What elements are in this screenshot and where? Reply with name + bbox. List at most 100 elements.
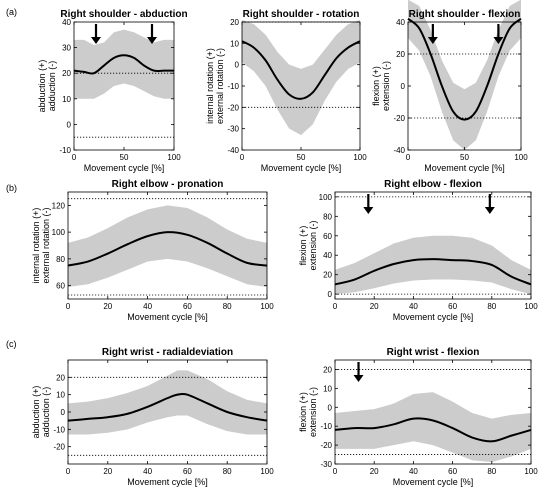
x-tick-label: 60 xyxy=(183,302,192,311)
chart-title: Right elbow - flexion xyxy=(384,179,482,190)
x-tick-label: 50 xyxy=(460,153,469,162)
y-tick-label: 20 xyxy=(56,373,65,382)
y-axis-label-line: abduction (+) xyxy=(37,60,47,113)
y-tick-label: -30 xyxy=(227,125,239,134)
x-tick-label: 60 xyxy=(448,467,457,476)
panel-label: (b) xyxy=(6,183,17,193)
x-tick-label: 0 xyxy=(406,153,411,162)
arrow-head xyxy=(91,37,101,44)
y-tick-label: 60 xyxy=(56,282,65,291)
x-tick-label: 20 xyxy=(103,467,112,476)
sd-band xyxy=(335,235,531,295)
x-tick-label: 100 xyxy=(524,302,538,311)
panel-label: (c) xyxy=(6,339,17,349)
x-tick-label: 40 xyxy=(409,467,418,476)
axes-frame xyxy=(334,191,532,300)
y-tick-label: 0 xyxy=(328,290,333,299)
y-tick-label: -10 xyxy=(320,422,332,431)
y-tick-label: 30 xyxy=(62,44,71,53)
x-tick-label: 60 xyxy=(183,467,192,476)
chart-5: 0 20 40 60 80 100 0 20 40 60 80 100 Right elbow - fl… xyxy=(298,179,538,322)
y-tick-label: 0 xyxy=(401,82,406,91)
x-tick-label: 50 xyxy=(120,153,129,162)
arrow-head xyxy=(147,37,157,44)
y-axis-label-line: extension (-) xyxy=(381,61,391,111)
y-axis-label-line: flexion (+) xyxy=(298,226,308,266)
y-axis-label-line: flexion (+) xyxy=(298,392,308,432)
y-axis-label-line: flexion (+) xyxy=(371,66,381,106)
y-axis-label: flexion (+)extension (-) xyxy=(298,387,318,437)
x-tick-label: 40 xyxy=(409,302,418,311)
x-tick-label: 0 xyxy=(66,302,71,311)
x-tick-label: 0 xyxy=(66,467,71,476)
x-tick-label: 100 xyxy=(260,302,274,311)
mean-line xyxy=(73,54,174,75)
y-tick-label: 80 xyxy=(323,212,332,221)
y-tick-label: 20 xyxy=(230,18,239,27)
y-tick-label: 10 xyxy=(56,391,65,400)
y-axis-label: flexion (+)extension (-) xyxy=(298,220,318,270)
x-tick-label: 40 xyxy=(143,302,152,311)
x-tick-label: 20 xyxy=(103,302,112,311)
y-axis-label-line: extension (-) xyxy=(308,220,318,270)
x-tick-label: 0 xyxy=(333,302,338,311)
x-tick-label: 80 xyxy=(487,302,496,311)
y-tick-label: -30 xyxy=(320,460,332,469)
y-tick-label: -40 xyxy=(393,146,405,155)
x-tick-label: 100 xyxy=(353,153,367,162)
x-axis-label: Movement cycle [%] xyxy=(424,163,505,173)
y-axis-label: abduction (+)adduction (-) xyxy=(37,60,57,113)
mean-line xyxy=(67,231,268,267)
y-tick-label: 20 xyxy=(62,69,71,78)
x-axis-label: Movement cycle [%] xyxy=(393,477,474,487)
x-tick-label: 80 xyxy=(223,467,232,476)
chart-6: 0 20 40 60 80 100 -20 -10 0 10 20 Right wrist - rad… xyxy=(31,347,274,487)
y-tick-label: 40 xyxy=(396,18,405,27)
axes-frame xyxy=(334,359,532,465)
y-axis-label-line: adduction (-) xyxy=(41,387,51,438)
y-axis-label-line: internal rotation (+) xyxy=(205,48,215,124)
chart-2: 0 50 100 -40 -30 -20 -10 0 10 20 Right shoulder - … xyxy=(205,9,367,173)
x-tick-label: 80 xyxy=(223,302,232,311)
x-axis-label: Movement cycle [%] xyxy=(127,477,208,487)
chart-3: 0 50 100 -40 -20 0 20 40 Right shoulder - flexio… xyxy=(371,0,528,173)
y-axis-label-line: external rotation (-) xyxy=(215,48,225,124)
y-axis-label: internal rotation (+)external rotation (… xyxy=(205,48,225,124)
y-tick-label: 0 xyxy=(61,408,66,417)
mean-line xyxy=(334,258,532,286)
y-axis-label-line: abduction (+) xyxy=(31,386,41,439)
x-tick-label: 100 xyxy=(260,467,274,476)
sd-band xyxy=(68,370,267,435)
y-tick-label: 20 xyxy=(396,50,405,59)
y-tick-label: 100 xyxy=(319,193,333,202)
y-axis-label-line: adduction (-) xyxy=(47,61,57,112)
y-tick-label: 20 xyxy=(323,271,332,280)
x-axis-label: Movement cycle [%] xyxy=(127,312,208,322)
y-axis-label-line: internal rotation (+) xyxy=(31,208,41,284)
y-tick-label: -10 xyxy=(59,146,71,155)
x-axis-label: Movement cycle [%] xyxy=(84,163,165,173)
y-tick-label: 40 xyxy=(62,18,71,27)
sd-band xyxy=(335,392,531,463)
y-tick-label: -20 xyxy=(53,443,65,452)
sd-band xyxy=(68,205,267,287)
y-tick-label: -40 xyxy=(227,146,239,155)
x-tick-label: 20 xyxy=(370,467,379,476)
mean-line xyxy=(407,17,522,121)
chart-title: Right wrist - radialdeviation xyxy=(102,347,233,358)
x-tick-label: 0 xyxy=(240,153,245,162)
x-tick-label: 80 xyxy=(487,467,496,476)
x-tick-label: 0 xyxy=(333,467,338,476)
axes-frame xyxy=(67,191,268,300)
y-axis-label-line: extension (-) xyxy=(308,387,318,437)
y-axis-label: flexion (+)extension (-) xyxy=(371,61,391,111)
chart-title: Right elbow - pronation xyxy=(112,179,224,190)
mean-line xyxy=(334,417,532,443)
y-axis-label: abduction (+)adduction (-) xyxy=(31,386,51,439)
arrow-head xyxy=(427,37,438,44)
chart-title: Right shoulder - abduction xyxy=(60,9,187,20)
chart-title: Right wrist - flexion xyxy=(387,347,480,358)
y-axis-label-line: external rotation (-) xyxy=(41,207,51,283)
